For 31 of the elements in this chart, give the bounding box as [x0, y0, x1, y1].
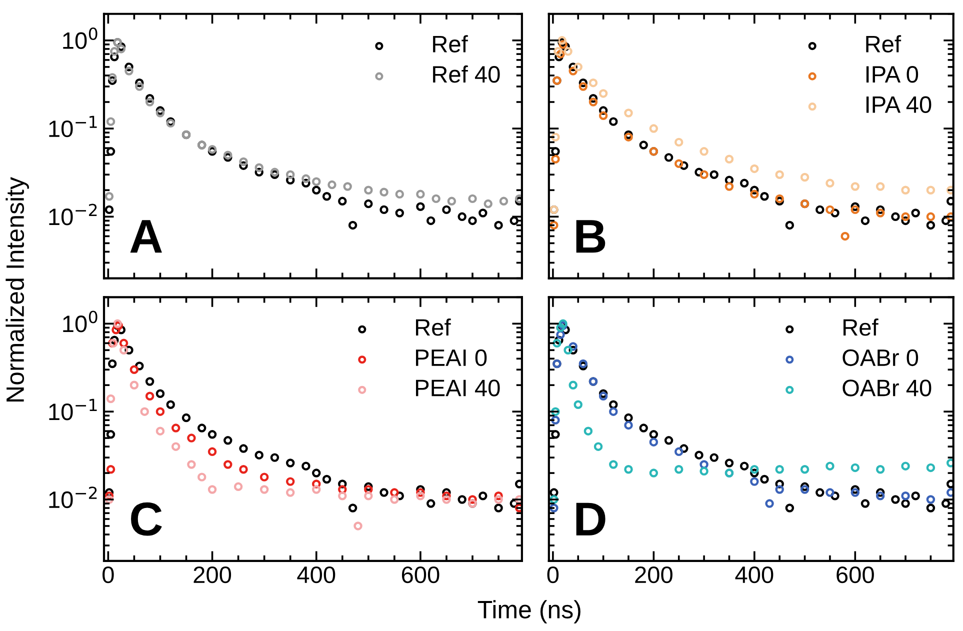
legend-label: PEAI 0 — [416, 349, 487, 366]
x-tick-label: 0 — [547, 566, 559, 584]
y-tick-label: 10$^{−1}$ — [49, 116, 97, 138]
legend-label: IPA 40 — [866, 96, 932, 114]
x-tick-label: 0 — [102, 566, 114, 584]
y-tick-label: 10$^{0}$ — [63, 27, 98, 50]
y-axis-title: Normalized Intensity — [6, 177, 29, 402]
x-tick-label: 200 — [194, 566, 232, 584]
annotation: A — [130, 220, 162, 253]
x-tick-label: 600 — [402, 566, 440, 584]
legend-label: Ref 40 — [433, 65, 500, 83]
x-tick-label: 400 — [735, 566, 774, 584]
annotation: D — [576, 502, 606, 536]
legend-label: OABr 0 — [842, 349, 918, 366]
legend-label: Ref — [866, 35, 902, 52]
annotation: C — [131, 502, 162, 536]
x-tick-label: 200 — [635, 566, 672, 584]
y-tick-label: 10$^{0}$ — [63, 310, 98, 332]
y-tick-label: 10$^{−2}$ — [49, 486, 97, 508]
x-tick-label: 400 — [297, 566, 336, 584]
legend-label: Ref — [433, 35, 468, 52]
legend-label: PEAI 40 — [416, 380, 500, 396]
x-axis-title: Time (ns) — [478, 600, 580, 624]
y-tick-label: 10$^{−1}$ — [49, 398, 97, 420]
y-tick-label: 10$^{−2}$ — [49, 204, 97, 226]
legend-label: OABr 40 — [842, 380, 932, 396]
legend-label: IPA 0 — [866, 66, 918, 83]
legend-label: Ref — [844, 318, 878, 336]
annotation: B — [576, 220, 606, 253]
legend-label: Ref — [416, 318, 451, 336]
x-tick-label: 600 — [836, 566, 874, 584]
